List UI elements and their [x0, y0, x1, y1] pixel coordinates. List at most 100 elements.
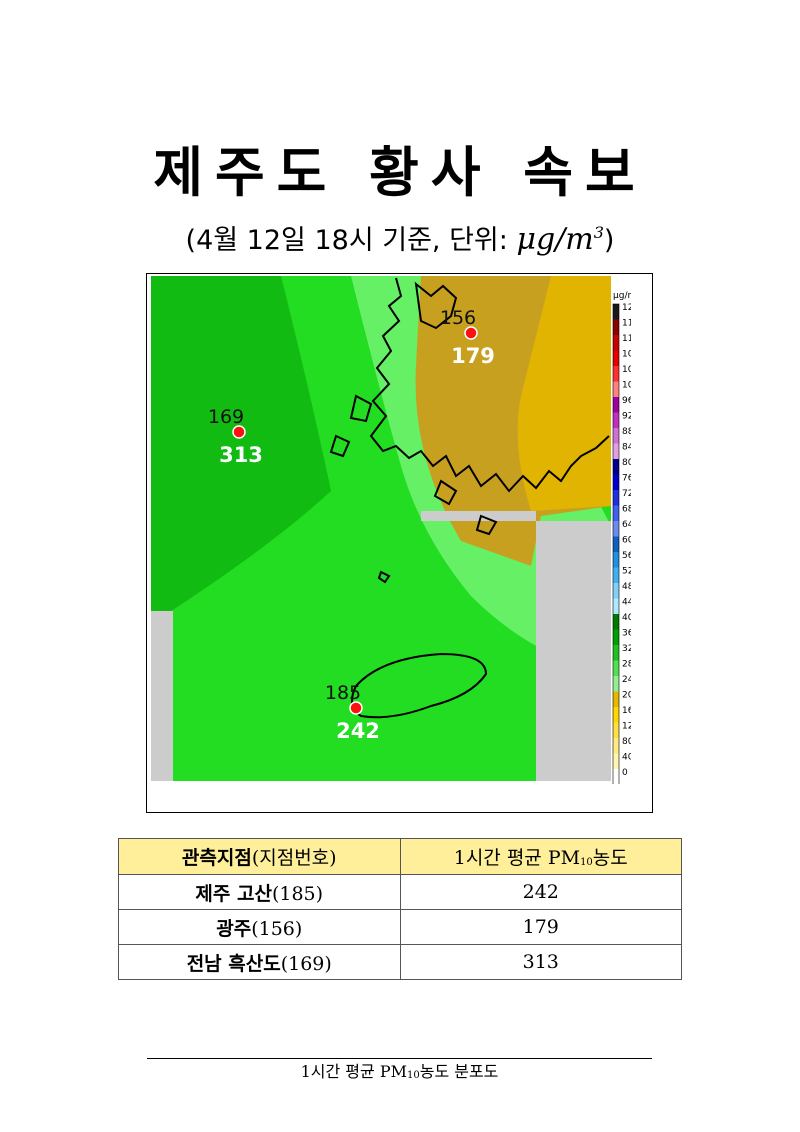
legend-swatch [613, 567, 619, 583]
station-marker [349, 701, 363, 715]
legend-tick-label: 760 [622, 474, 631, 484]
legend-swatch [613, 443, 619, 459]
legend-tick-label: 1120 [622, 334, 631, 344]
station-value-label: 242 [336, 719, 380, 743]
observation-table: 관측지점(지점번호) 1시간 평균 PM10농도 제주 고산(185) 242 … [118, 838, 682, 980]
jeju-island [351, 652, 488, 719]
header-pm10-prefix: 1시간 평균 PM [453, 847, 581, 869]
header-pm10: 1시간 평균 PM10농도 [399, 838, 682, 875]
legend-tick-label: 0 [622, 768, 628, 778]
coast-island-b [349, 394, 373, 423]
pm10-distribution-map: μg/m3 1200116011201080104010009609208808… [151, 276, 631, 784]
subtitle-unit: μg/m3 [516, 222, 603, 257]
legend-tick-label: 920 [622, 412, 631, 422]
legend-tick-label: 160 [622, 706, 631, 716]
legend-swatch [613, 614, 619, 630]
table-row: 광주(156) 179 [118, 909, 682, 945]
legend-swatch [613, 707, 619, 723]
header-station-paren: (지점번호) [251, 847, 337, 869]
header-pm10-suffix: 농도 [592, 847, 628, 869]
no-data-strip [421, 511, 536, 521]
row-value: 242 [399, 874, 682, 910]
legend-tick-label: 680 [622, 505, 631, 515]
legend-tick-label: 200 [622, 691, 631, 701]
legend-swatch [613, 412, 619, 428]
legend-swatch [613, 397, 619, 413]
legend-tick-label: 1200 [622, 303, 631, 313]
legend-border [612, 303, 620, 784]
station-code-label: 156 [440, 307, 476, 329]
legend-swatch [613, 319, 619, 335]
subtitle-prefix: (4월 12일 18시 기준, 단위: [185, 225, 517, 256]
legend-tick-label: 120 [622, 722, 631, 732]
legend-tick-label: 1080 [622, 350, 631, 360]
legend-swatch [613, 381, 619, 397]
station-marker [464, 326, 478, 340]
table-row: 제주 고산(185) 242 [118, 874, 682, 910]
legend-swatch [613, 769, 619, 784]
legend-tick-label: 280 [622, 660, 631, 670]
coast-island-d [433, 479, 458, 506]
legend-swatch [613, 304, 619, 320]
legend-swatch [613, 366, 619, 382]
legend-swatch [613, 629, 619, 645]
row-value: 313 [399, 944, 682, 980]
legend-swatch [613, 691, 619, 707]
coast-island-a [414, 281, 458, 330]
unit-main: μg/m [516, 222, 594, 257]
legend-swatch [613, 722, 619, 738]
station-name: 전남 흑산도 [186, 952, 281, 975]
map-caption: 1시간 평균 PM10농도 분포도 [147, 1058, 652, 1085]
row-station: 전남 흑산도(169) [118, 944, 401, 980]
legend-tick-label: 440 [622, 598, 631, 608]
table-header-row: 관측지점(지점번호) 1시간 평균 PM10농도 [118, 838, 682, 875]
korea-coastline [369, 277, 610, 493]
legend-tick-label: 600 [622, 536, 631, 546]
legend-tick-label: 480 [622, 582, 631, 592]
legend-unit-label: μg/m3 [613, 291, 631, 301]
no-data-west [151, 611, 173, 781]
legend-tick-label: 1160 [622, 319, 631, 329]
station-value-label: 179 [451, 344, 495, 368]
header-pm10-subscript: 10 [580, 857, 593, 868]
station-code: (169) [280, 952, 332, 975]
coast-island-e [475, 514, 498, 536]
legend-swatch [613, 753, 619, 769]
station-code-label: 185 [325, 682, 361, 704]
caption-subscript: 10 [406, 1070, 420, 1081]
legend-tick-label: 520 [622, 567, 631, 577]
row-station: 제주 고산(185) [118, 874, 401, 910]
legend-swatch [613, 428, 619, 444]
legend-swatch [613, 490, 619, 506]
row-value: 179 [399, 909, 682, 945]
map-legend: μg/m3 1200116011201080104010009609208808… [612, 291, 631, 784]
page-title: 제주도 황사 속보 [153, 141, 647, 204]
unit-exponent: 3 [593, 223, 604, 242]
legend-swatch [613, 536, 619, 552]
legend-swatch [613, 350, 619, 366]
coast-island-c [329, 434, 351, 458]
legend-tick-label: 1040 [622, 365, 631, 375]
legend-swatch [613, 598, 619, 614]
legend-tick-label: 80 [622, 737, 631, 747]
station-code: (156) [251, 917, 303, 940]
station-name: 제주 고산 [195, 882, 272, 905]
caption-suffix: 농도 분포도 [419, 1062, 499, 1081]
page-subtitle: (4월 12일 18시 기준, 단위: μg/m3) [0, 218, 800, 257]
legend-tick-label: 240 [622, 675, 631, 685]
legend-tick-label: 640 [622, 520, 631, 530]
station-value-label: 313 [219, 443, 263, 467]
station-marker [232, 425, 246, 439]
legend-tick-label: 840 [622, 443, 631, 453]
high-concentration-zone [151, 276, 331, 611]
header-station: 관측지점(지점번호) [118, 838, 401, 875]
legend-swatch [613, 552, 619, 568]
table-row: 전남 흑산도(169) 313 [118, 944, 682, 980]
legend-tick-label: 880 [622, 427, 631, 437]
station-name: 광주 [216, 917, 252, 940]
legend-tick-label: 1000 [622, 381, 631, 391]
legend-tick-label: 800 [622, 458, 631, 468]
row-station: 광주(156) [118, 909, 401, 945]
legend-swatch [613, 335, 619, 351]
subtitle-suffix: ) [603, 225, 615, 256]
